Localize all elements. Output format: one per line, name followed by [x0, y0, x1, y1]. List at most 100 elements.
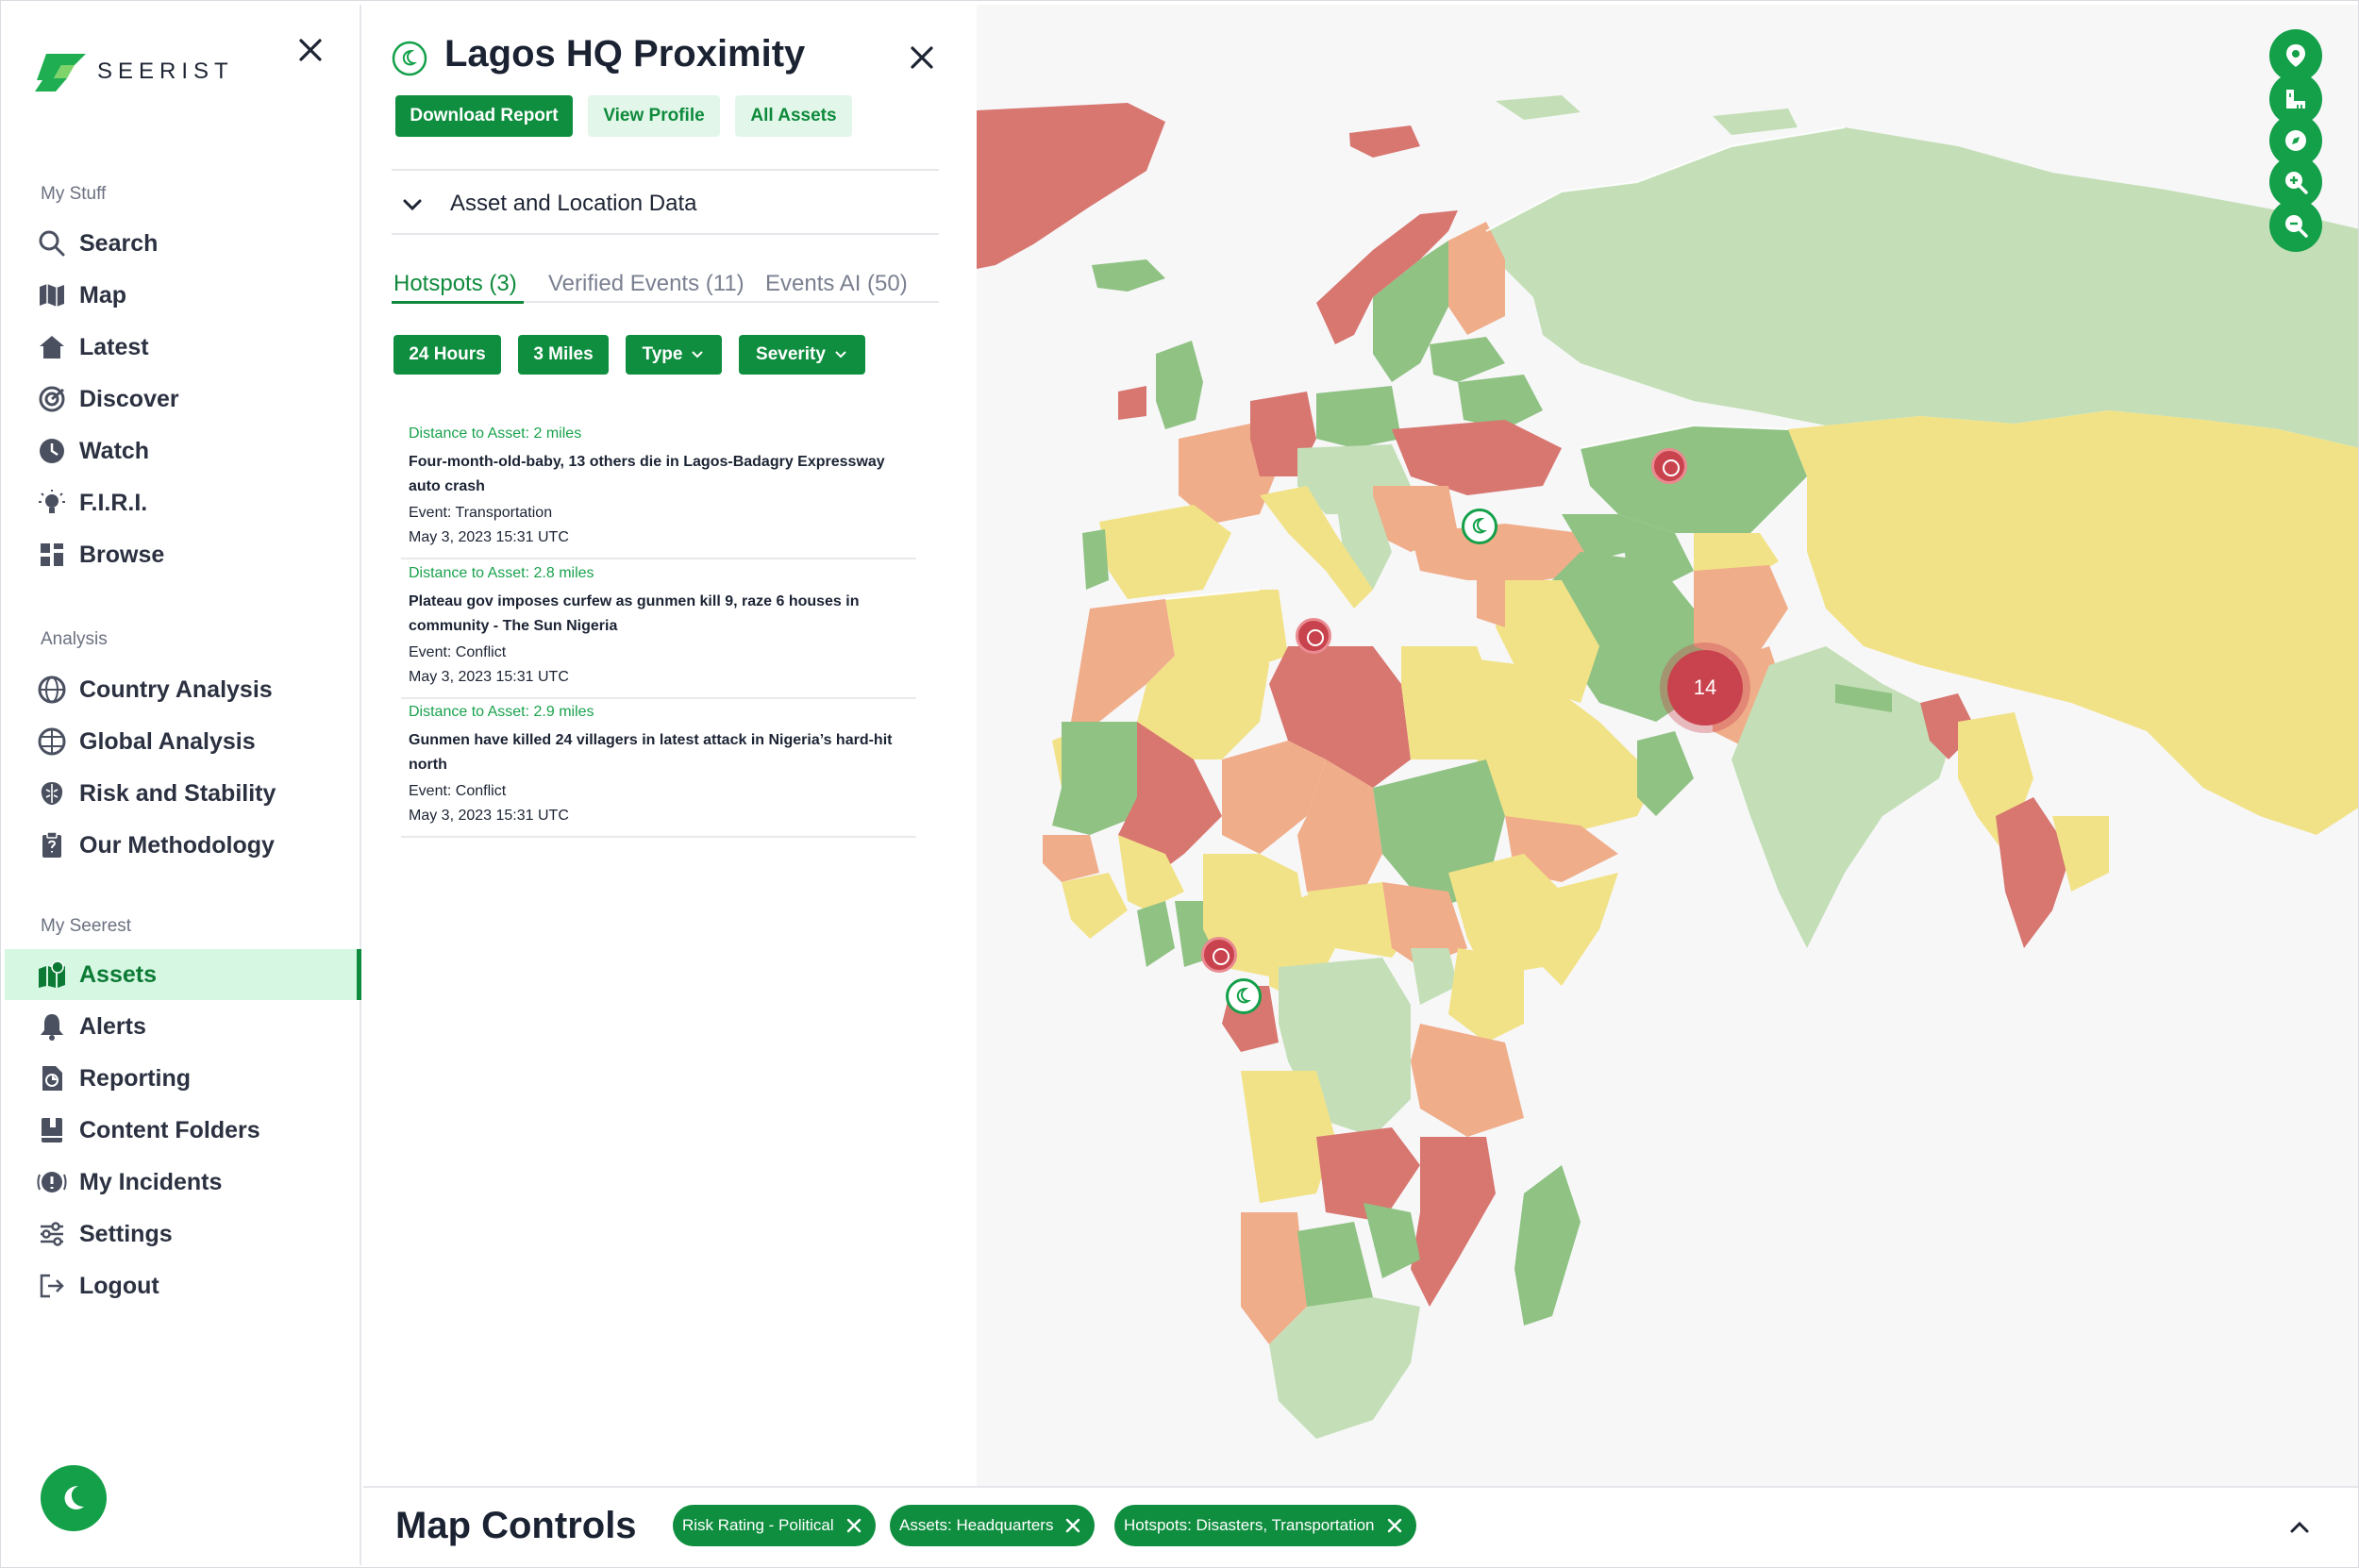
- sidebar-item-label: Search: [79, 229, 159, 257]
- chevron-up-icon[interactable]: [2284, 1512, 2315, 1543]
- map-icon: [40, 284, 64, 307]
- accordion-label: Asset and Location Data: [450, 191, 697, 216]
- sidebar-item-label: Risk and Stability: [79, 779, 276, 807]
- sliders-icon: [41, 1222, 63, 1246]
- hotspot-item[interactable]: Distance to Asset: 2.9 miles Gunmen have…: [401, 704, 916, 838]
- sidebar-item-country-analysis[interactable]: Country Analysis: [5, 664, 361, 715]
- hotspot-item[interactable]: Distance to Asset: 2.8 miles Plateau gov…: [401, 565, 916, 699]
- globe-icon: [38, 676, 66, 704]
- watch-icon: [40, 439, 64, 463]
- sidebar-item-alerts[interactable]: Alerts: [5, 1001, 361, 1052]
- chevron-down-icon: [403, 199, 422, 211]
- map-controls-title: Map Controls: [395, 1505, 637, 1546]
- close-icon[interactable]: [1064, 1517, 1081, 1534]
- sidebar-item-label: Alerts: [79, 1012, 146, 1040]
- tab-events-ai[interactable]: Events AI (50): [765, 271, 908, 296]
- globe-grid-icon: [38, 727, 66, 756]
- dark-mode-toggle[interactable]: [41, 1465, 107, 1531]
- sidebar-item-content-folders[interactable]: Content Folders: [5, 1105, 361, 1156]
- hotspot-distance: Distance to Asset: 2.8 miles: [409, 565, 594, 581]
- chip-label: Hotspots: Disasters, Transportation: [1124, 1516, 1375, 1534]
- sidebar-item-logout[interactable]: Logout: [5, 1260, 361, 1311]
- incident-icon: [37, 1172, 67, 1193]
- hotspot-cluster[interactable]: 14: [1667, 650, 1743, 726]
- logo[interactable]: SEERIST: [33, 50, 234, 93]
- close-panel-icon[interactable]: [905, 41, 939, 75]
- filter-chip-risk-rating[interactable]: Risk Rating - Political: [673, 1505, 876, 1546]
- clipboard-icon: [42, 831, 61, 858]
- view-profile-button[interactable]: View Profile: [588, 95, 720, 137]
- divider: [392, 169, 939, 171]
- sidebar-item-label: Our Methodology: [79, 831, 275, 859]
- sidebar-item-assets[interactable]: Assets: [5, 949, 361, 1000]
- filter-chip-assets[interactable]: Assets: Headquarters: [890, 1505, 1096, 1546]
- zoom-out-icon: [2285, 215, 2308, 238]
- hotspot-marker[interactable]: [1296, 618, 1331, 654]
- tab-verified-events[interactable]: Verified Events (11): [548, 271, 745, 296]
- active-tab-underline: [392, 301, 524, 304]
- asset-location-accordion[interactable]: Asset and Location Data: [392, 176, 939, 233]
- asset-marker[interactable]: [1462, 509, 1497, 544]
- filter-distance[interactable]: 3 Miles: [518, 335, 609, 375]
- map-controls-bar: Map Controls Risk Rating - Political Ass…: [363, 1486, 2358, 1567]
- sidebar-item-risk-stability[interactable]: Risk and Stability: [5, 768, 361, 819]
- zoom-in-icon: [2285, 172, 2308, 194]
- risk-map[interactable]: 14: [977, 5, 2358, 1486]
- ruler-icon: [2286, 90, 2305, 108]
- sidebar-item-global-analysis[interactable]: Global Analysis: [5, 716, 361, 767]
- map-zoom-out-button[interactable]: [2269, 199, 2322, 252]
- filter-severity-label: Severity: [756, 344, 826, 364]
- close-sidebar-icon[interactable]: [293, 33, 327, 67]
- sidebar-item-our-methodology[interactable]: Our Methodology: [5, 820, 361, 871]
- sidebar-item-firi[interactable]: F.I.R.I.: [5, 477, 361, 528]
- hotspot-separator: [401, 836, 916, 838]
- hotspot-date: May 3, 2023 15:31 UTC: [409, 669, 569, 685]
- sidebar-item-label: Reporting: [79, 1064, 192, 1092]
- browse-icon: [41, 543, 63, 566]
- download-report-button[interactable]: Download Report: [395, 95, 573, 137]
- hotspot-event-type: Event: Conflict: [409, 644, 507, 660]
- tab-hotspots[interactable]: Hotspots (3): [393, 271, 517, 296]
- moon-icon: [1472, 517, 1488, 534]
- sidebar-item-discover[interactable]: Discover: [5, 374, 361, 425]
- cluster-count: 14: [1693, 676, 1717, 699]
- compass-icon: [2285, 130, 2306, 151]
- hotspot-marker[interactable]: [1201, 937, 1237, 973]
- nav-section-title-my-seerest: My Seerest: [41, 916, 132, 936]
- filter-distance-label: 3 Miles: [533, 344, 594, 364]
- all-assets-button[interactable]: All Assets: [735, 95, 852, 137]
- hotspot-marker[interactable]: [1651, 448, 1687, 484]
- sidebar-item-label: Discover: [79, 385, 179, 412]
- hotspot-item[interactable]: Distance to Asset: 2 miles Four-month-ol…: [401, 425, 916, 559]
- logout-icon: [40, 1274, 64, 1298]
- filter-type-dropdown[interactable]: Type: [626, 335, 722, 375]
- moon-icon: [64, 1486, 84, 1510]
- filter-chip-hotspots[interactable]: Hotspots: Disasters, Transportation: [1114, 1505, 1416, 1546]
- hotspot-date: May 3, 2023 15:31 UTC: [409, 529, 569, 545]
- asset-moon-icon: [392, 41, 427, 76]
- sidebar-item-latest[interactable]: Latest: [5, 322, 361, 373]
- filter-time[interactable]: 24 Hours: [393, 335, 501, 375]
- close-icon[interactable]: [1386, 1517, 1403, 1534]
- sidebar-item-settings[interactable]: Settings: [5, 1209, 361, 1259]
- report-icon: [42, 1066, 62, 1091]
- sidebar-item-search[interactable]: Search: [5, 218, 361, 269]
- sidebar-item-label: Assets: [79, 960, 157, 988]
- filter-severity-dropdown[interactable]: Severity: [739, 335, 865, 375]
- brain-icon: [41, 782, 63, 805]
- sidebar-item-map[interactable]: Map: [5, 270, 361, 321]
- sidebar-item-watch[interactable]: Watch: [5, 425, 361, 476]
- asset-marker-lagos-hq[interactable]: [1226, 978, 1262, 1014]
- close-icon[interactable]: [845, 1517, 862, 1534]
- sidebar-item-label: Logout: [79, 1272, 159, 1299]
- nav-section-title-my-stuff: My Stuff: [41, 184, 107, 204]
- hotspot-separator: [401, 697, 916, 699]
- sidebar-item-my-incidents[interactable]: My Incidents: [5, 1157, 361, 1208]
- location-pin-icon: [2286, 44, 2305, 67]
- filter-time-label: 24 Hours: [409, 344, 486, 364]
- sidebar-item-reporting[interactable]: Reporting: [5, 1053, 361, 1104]
- sidebar-item-browse[interactable]: Browse: [5, 529, 361, 580]
- chevron-down-icon: [835, 351, 846, 359]
- sidebar-item-label: Watch: [79, 437, 150, 464]
